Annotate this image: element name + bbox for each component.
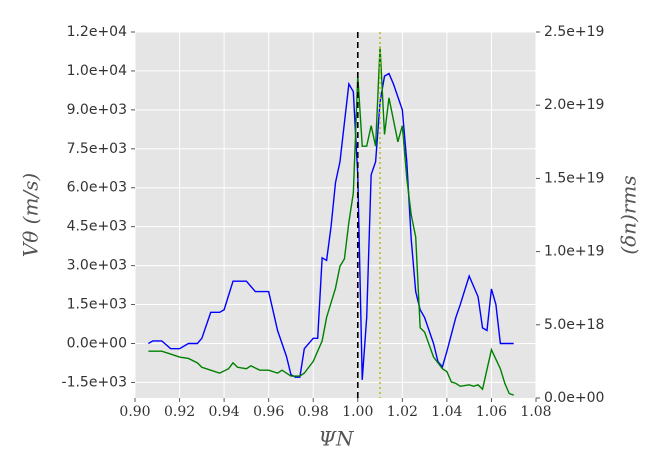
x-tick-label: 1.04 [431,404,462,420]
y2-tick-label: 2.5e+19 [544,24,604,40]
x-tick-label: 0.90 [119,404,150,420]
y-tick-label: 4.5e+03 [67,219,127,235]
y-tick-label: 1.0e+04 [67,63,128,79]
y2-tick-label: 0.0e+00 [544,390,604,406]
x-tick-label: 1.00 [342,404,373,420]
y2-axis-label: (δn)rms [617,175,641,254]
y2-tick-label: 1.0e+19 [544,244,604,260]
y2-tick-label: 5.0e+18 [544,317,604,333]
y2-tick-label: 2.0e+19 [544,97,604,113]
y-tick-label: 0.0e+00 [67,335,127,351]
y2-tick-label: 1.5e+19 [544,170,604,186]
y-tick-label: 1.5e+03 [67,297,127,313]
y-axis-label: Vθ (m/s) [19,173,43,257]
x-tick-label: 1.02 [387,404,418,420]
x-tick-label: 1.06 [476,404,507,420]
x-tick-label: 0.92 [164,404,195,420]
y-tick-label: 1.2e+04 [67,24,128,40]
y-tick-label: 6.0e+03 [67,180,127,196]
x-tick-label: 0.96 [253,404,284,420]
y-tick-label: 3.0e+03 [67,258,127,274]
x-tick-label: 0.94 [209,404,240,420]
x-tick-label: 0.98 [298,404,329,420]
y-tick-label: 9.0e+03 [67,102,127,118]
x-axis-label: ΨN [318,427,355,451]
data-line [148,72,514,380]
y-tick-label: 7.5e+03 [67,141,127,157]
x-tick-label: 1.08 [520,404,551,420]
y-tick-label: -1.5e+03 [62,374,127,390]
